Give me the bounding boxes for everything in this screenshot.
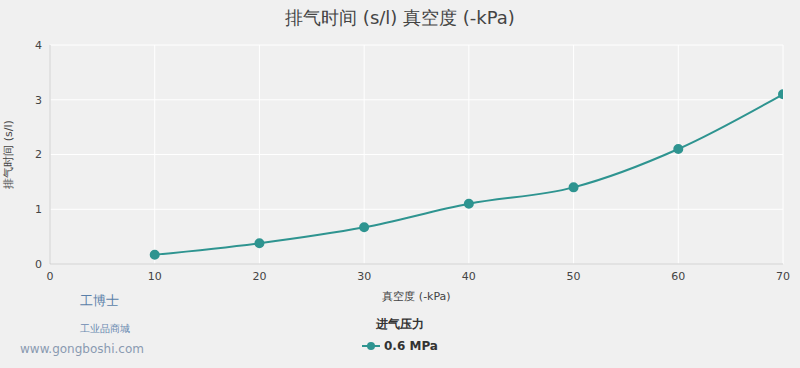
svg-text:1: 1 [35,203,42,216]
svg-text:2: 2 [35,148,42,161]
svg-text:40: 40 [462,270,476,283]
svg-text:60: 60 [671,270,685,283]
svg-text:50: 50 [567,270,581,283]
html-text:www.gongboshi.com: www.gongboshi.com [20,342,144,356]
html-text:工博士: 工博士 [80,293,119,308]
html-text:排气时间 (s/l) 真空度 (-kPa): 排气时间 (s/l) 真空度 (-kPa) [285,7,515,28]
svg-text:20: 20 [252,270,266,283]
html-text:进气压力: 进气压力 [376,317,424,331]
svg-text:0: 0 [35,258,42,271]
svg-text:10: 10 [148,270,162,283]
svg-text:排气时间 (s/l): 排气时间 (s/l) [2,120,15,189]
html-text:0.6 MPa: 0.6 MPa [384,339,438,353]
svg-text:真空度 (-kPa): 真空度 (-kPa) [382,290,450,303]
svg-text:3: 3 [35,94,42,107]
svg-text:4: 4 [35,39,42,52]
svg-text:0: 0 [47,270,54,283]
svg-text:70: 70 [776,270,790,283]
html-text:工业品商城: 工业品商城 [80,323,130,334]
svg-text:30: 30 [357,270,371,283]
